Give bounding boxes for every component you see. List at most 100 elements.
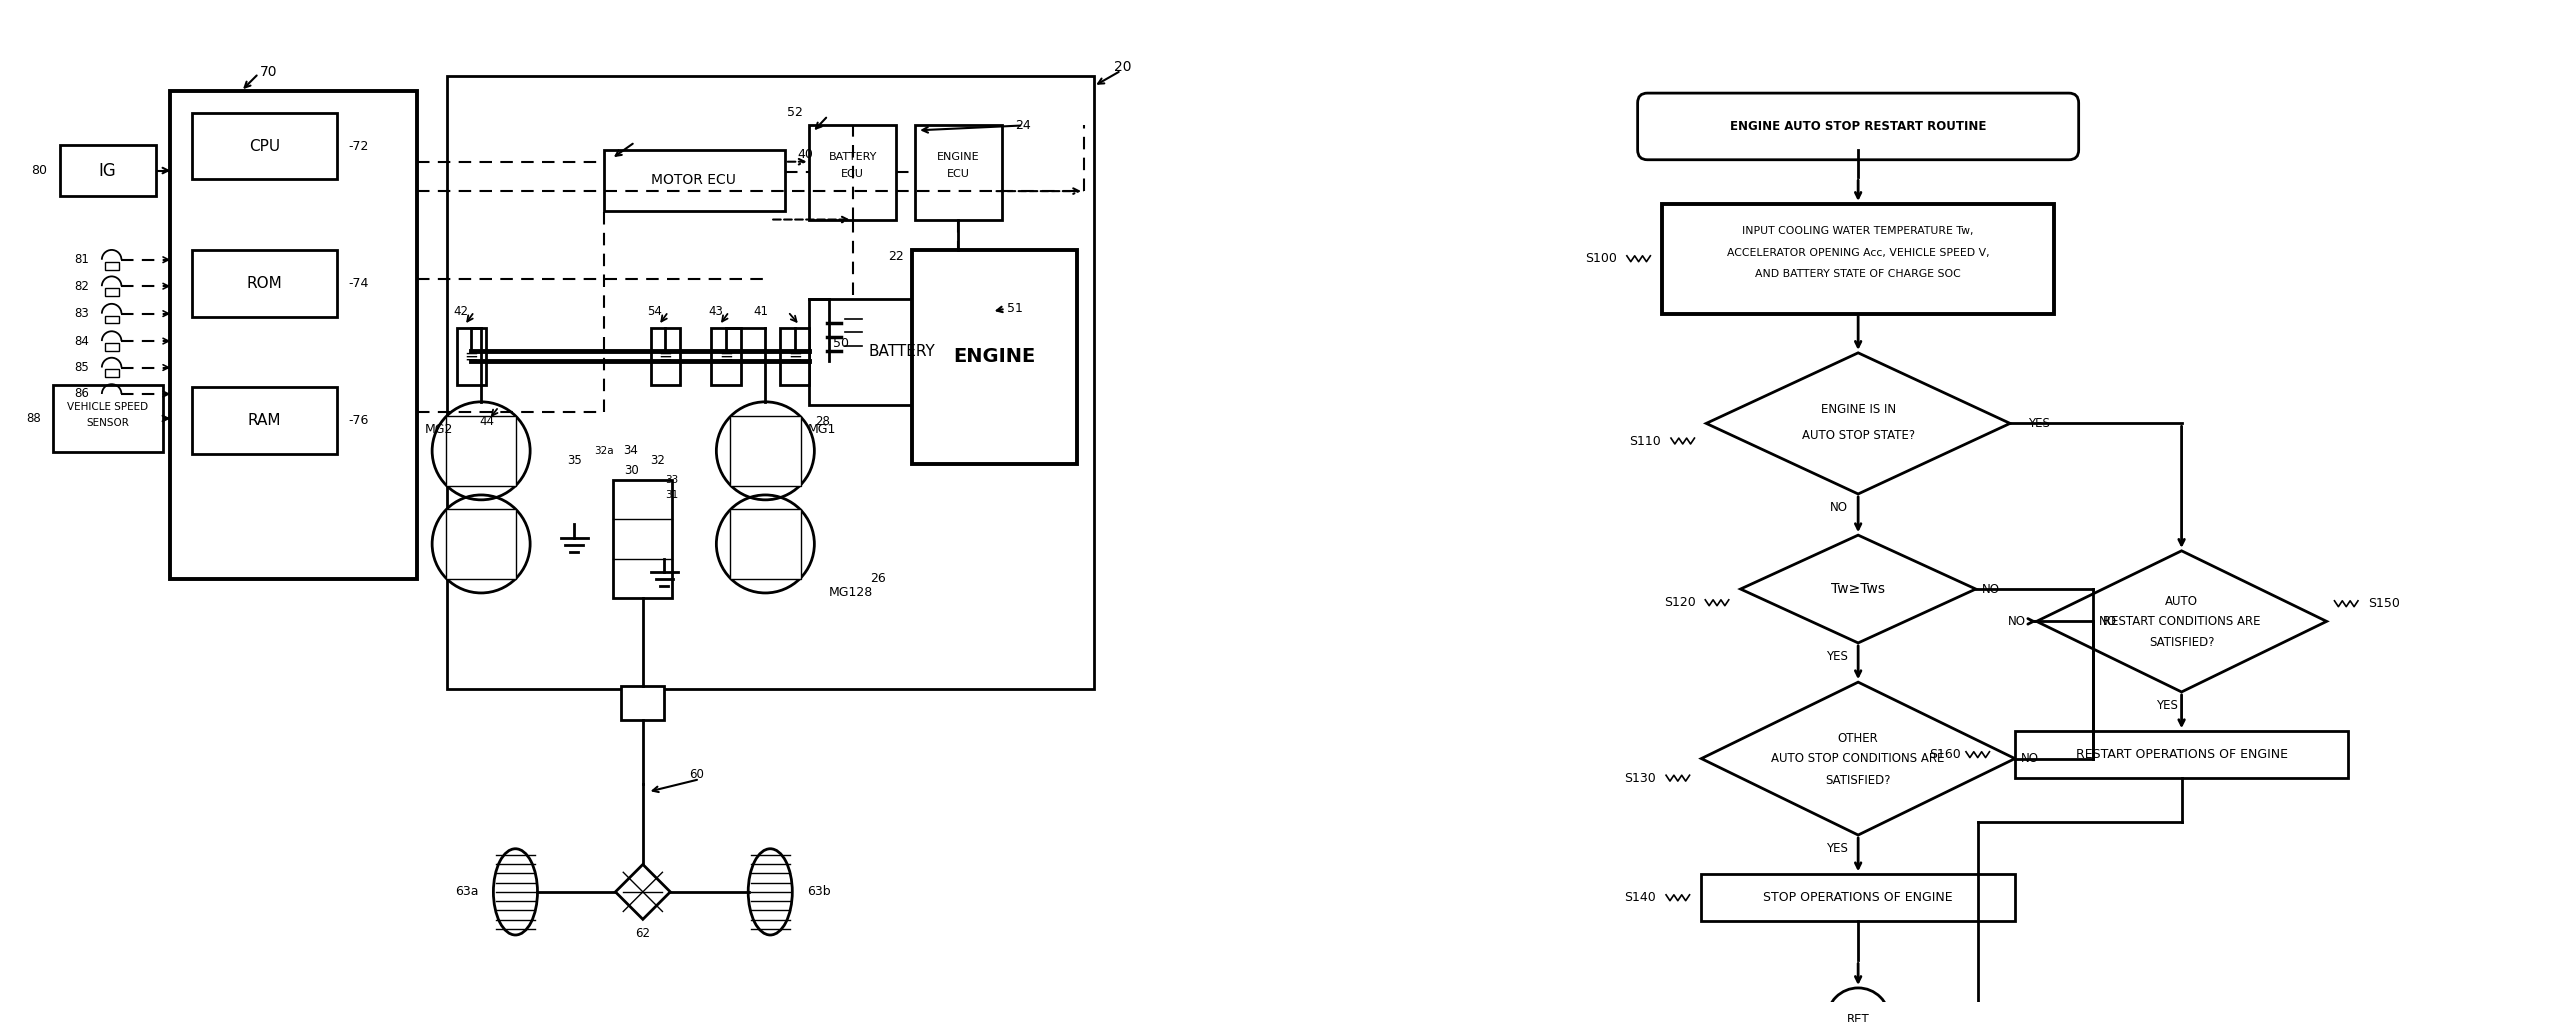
FancyBboxPatch shape [1637,93,2078,159]
Text: AND BATTERY STATE OF CHARGE SOC: AND BATTERY STATE OF CHARGE SOC [1754,270,1961,279]
Text: S150: S150 [2369,597,2400,610]
Bar [59,145,156,196]
Text: NO: NO [1981,583,1999,596]
Text: NO: NO [2007,615,2025,628]
Text: 83: 83 [74,308,89,320]
Text: NO: NO [2020,752,2037,765]
Text: 60: 60 [688,768,704,781]
Text: 63a: 63a [454,885,479,898]
Text: RAM: RAM [247,413,280,428]
Text: 81: 81 [74,253,89,266]
Text: 52: 52 [788,106,803,120]
Text: 85: 85 [74,361,89,374]
Text: 20: 20 [1114,59,1132,74]
Text: BATTERY: BATTERY [867,344,936,360]
Text: RESTART OPERATIONS OF ENGINE: RESTART OPERATIONS OF ENGINE [2076,748,2287,761]
Text: ECU: ECU [946,170,969,180]
Text: 35: 35 [566,454,581,467]
Text: NO: NO [2099,615,2116,628]
Text: S120: S120 [1663,596,1696,609]
Bar [191,250,337,317]
Text: BATTERY: BATTERY [829,152,877,161]
Bar [446,509,518,579]
Text: MG2: MG2 [423,423,454,435]
Bar [615,480,673,598]
Text: AUTO: AUTO [2165,595,2198,608]
Text: ENGINE: ENGINE [954,347,1035,366]
Text: 33: 33 [666,475,678,485]
Text: 54: 54 [648,306,663,318]
Text: SATISFIED?: SATISFIED? [2150,637,2213,649]
Text: INPUT COOLING WATER TEMPERATURE Tw,: INPUT COOLING WATER TEMPERATURE Tw, [1742,226,1974,236]
Text: 22: 22 [887,250,903,264]
Text: S160: S160 [1930,748,1961,761]
Text: ≡: ≡ [464,347,479,366]
Text: 34: 34 [625,445,638,457]
Bar [105,316,117,323]
Text: 32: 32 [650,454,666,467]
Bar [446,416,518,486]
Text: NO: NO [1828,501,1849,514]
Text: 84: 84 [74,334,89,347]
Bar [171,91,418,579]
Text: 30: 30 [625,464,638,477]
Text: S110: S110 [1629,434,1660,448]
Bar [191,112,337,179]
Bar [105,262,117,270]
Text: RESTART CONDITIONS ARE: RESTART CONDITIONS ARE [2104,615,2259,628]
Text: 51: 51 [1007,303,1023,315]
Text: CPU: CPU [250,139,280,153]
Text: 82: 82 [74,280,89,292]
Text: 86: 86 [74,387,89,401]
Text: SENSOR: SENSOR [87,418,130,428]
Text: 50: 50 [834,336,849,350]
Bar [650,328,681,385]
Text: 26: 26 [870,571,885,585]
Bar [604,150,785,211]
Text: 80: 80 [31,165,46,177]
Text: ACCELERATOR OPENING Acc, VEHICLE SPEED V,: ACCELERATOR OPENING Acc, VEHICLE SPEED V… [1726,248,1989,258]
Text: 24: 24 [1015,119,1030,132]
Text: YES: YES [1826,842,1849,855]
Bar [780,328,808,385]
Bar [105,370,117,377]
Bar [105,343,117,351]
Text: YES: YES [2155,699,2178,712]
Text: ECU: ECU [842,170,864,180]
Bar [446,77,1094,689]
Text: ≡: ≡ [719,347,732,366]
Text: -74: -74 [349,277,370,290]
Text: ≡: ≡ [658,347,673,366]
Text: S100: S100 [1586,252,1617,266]
Text: MOTOR ECU: MOTOR ECU [650,174,737,187]
Bar [729,509,801,579]
Bar [808,126,895,220]
Bar [711,328,742,385]
Text: 63b: 63b [808,885,831,898]
Bar [456,328,487,385]
Text: AUTO STOP CONDITIONS ARE: AUTO STOP CONDITIONS ARE [1772,752,1946,765]
Text: 31: 31 [666,490,678,500]
Bar [622,686,666,721]
Bar [1663,203,2055,314]
Text: 42: 42 [454,306,469,318]
Text: SATISFIED?: SATISFIED? [1826,774,1892,787]
Text: ≡: ≡ [788,347,801,366]
Bar [105,396,117,404]
Bar [808,298,994,405]
Bar [1701,874,2014,921]
Text: Tw≥Tws: Tw≥Tws [1831,582,1884,596]
Bar [913,250,1076,464]
Bar [105,288,117,296]
Text: 44: 44 [479,415,495,428]
Text: YES: YES [2027,417,2050,430]
Text: ENGINE IS IN: ENGINE IS IN [1821,403,1895,416]
Text: OTHER: OTHER [1839,733,1879,745]
Text: S140: S140 [1624,891,1658,904]
Text: ROM: ROM [247,276,283,290]
Bar [2014,731,2349,778]
Text: IG: IG [99,161,117,180]
Text: RET: RET [1846,1013,1869,1022]
Text: 40: 40 [798,148,813,161]
Bar [191,387,337,454]
